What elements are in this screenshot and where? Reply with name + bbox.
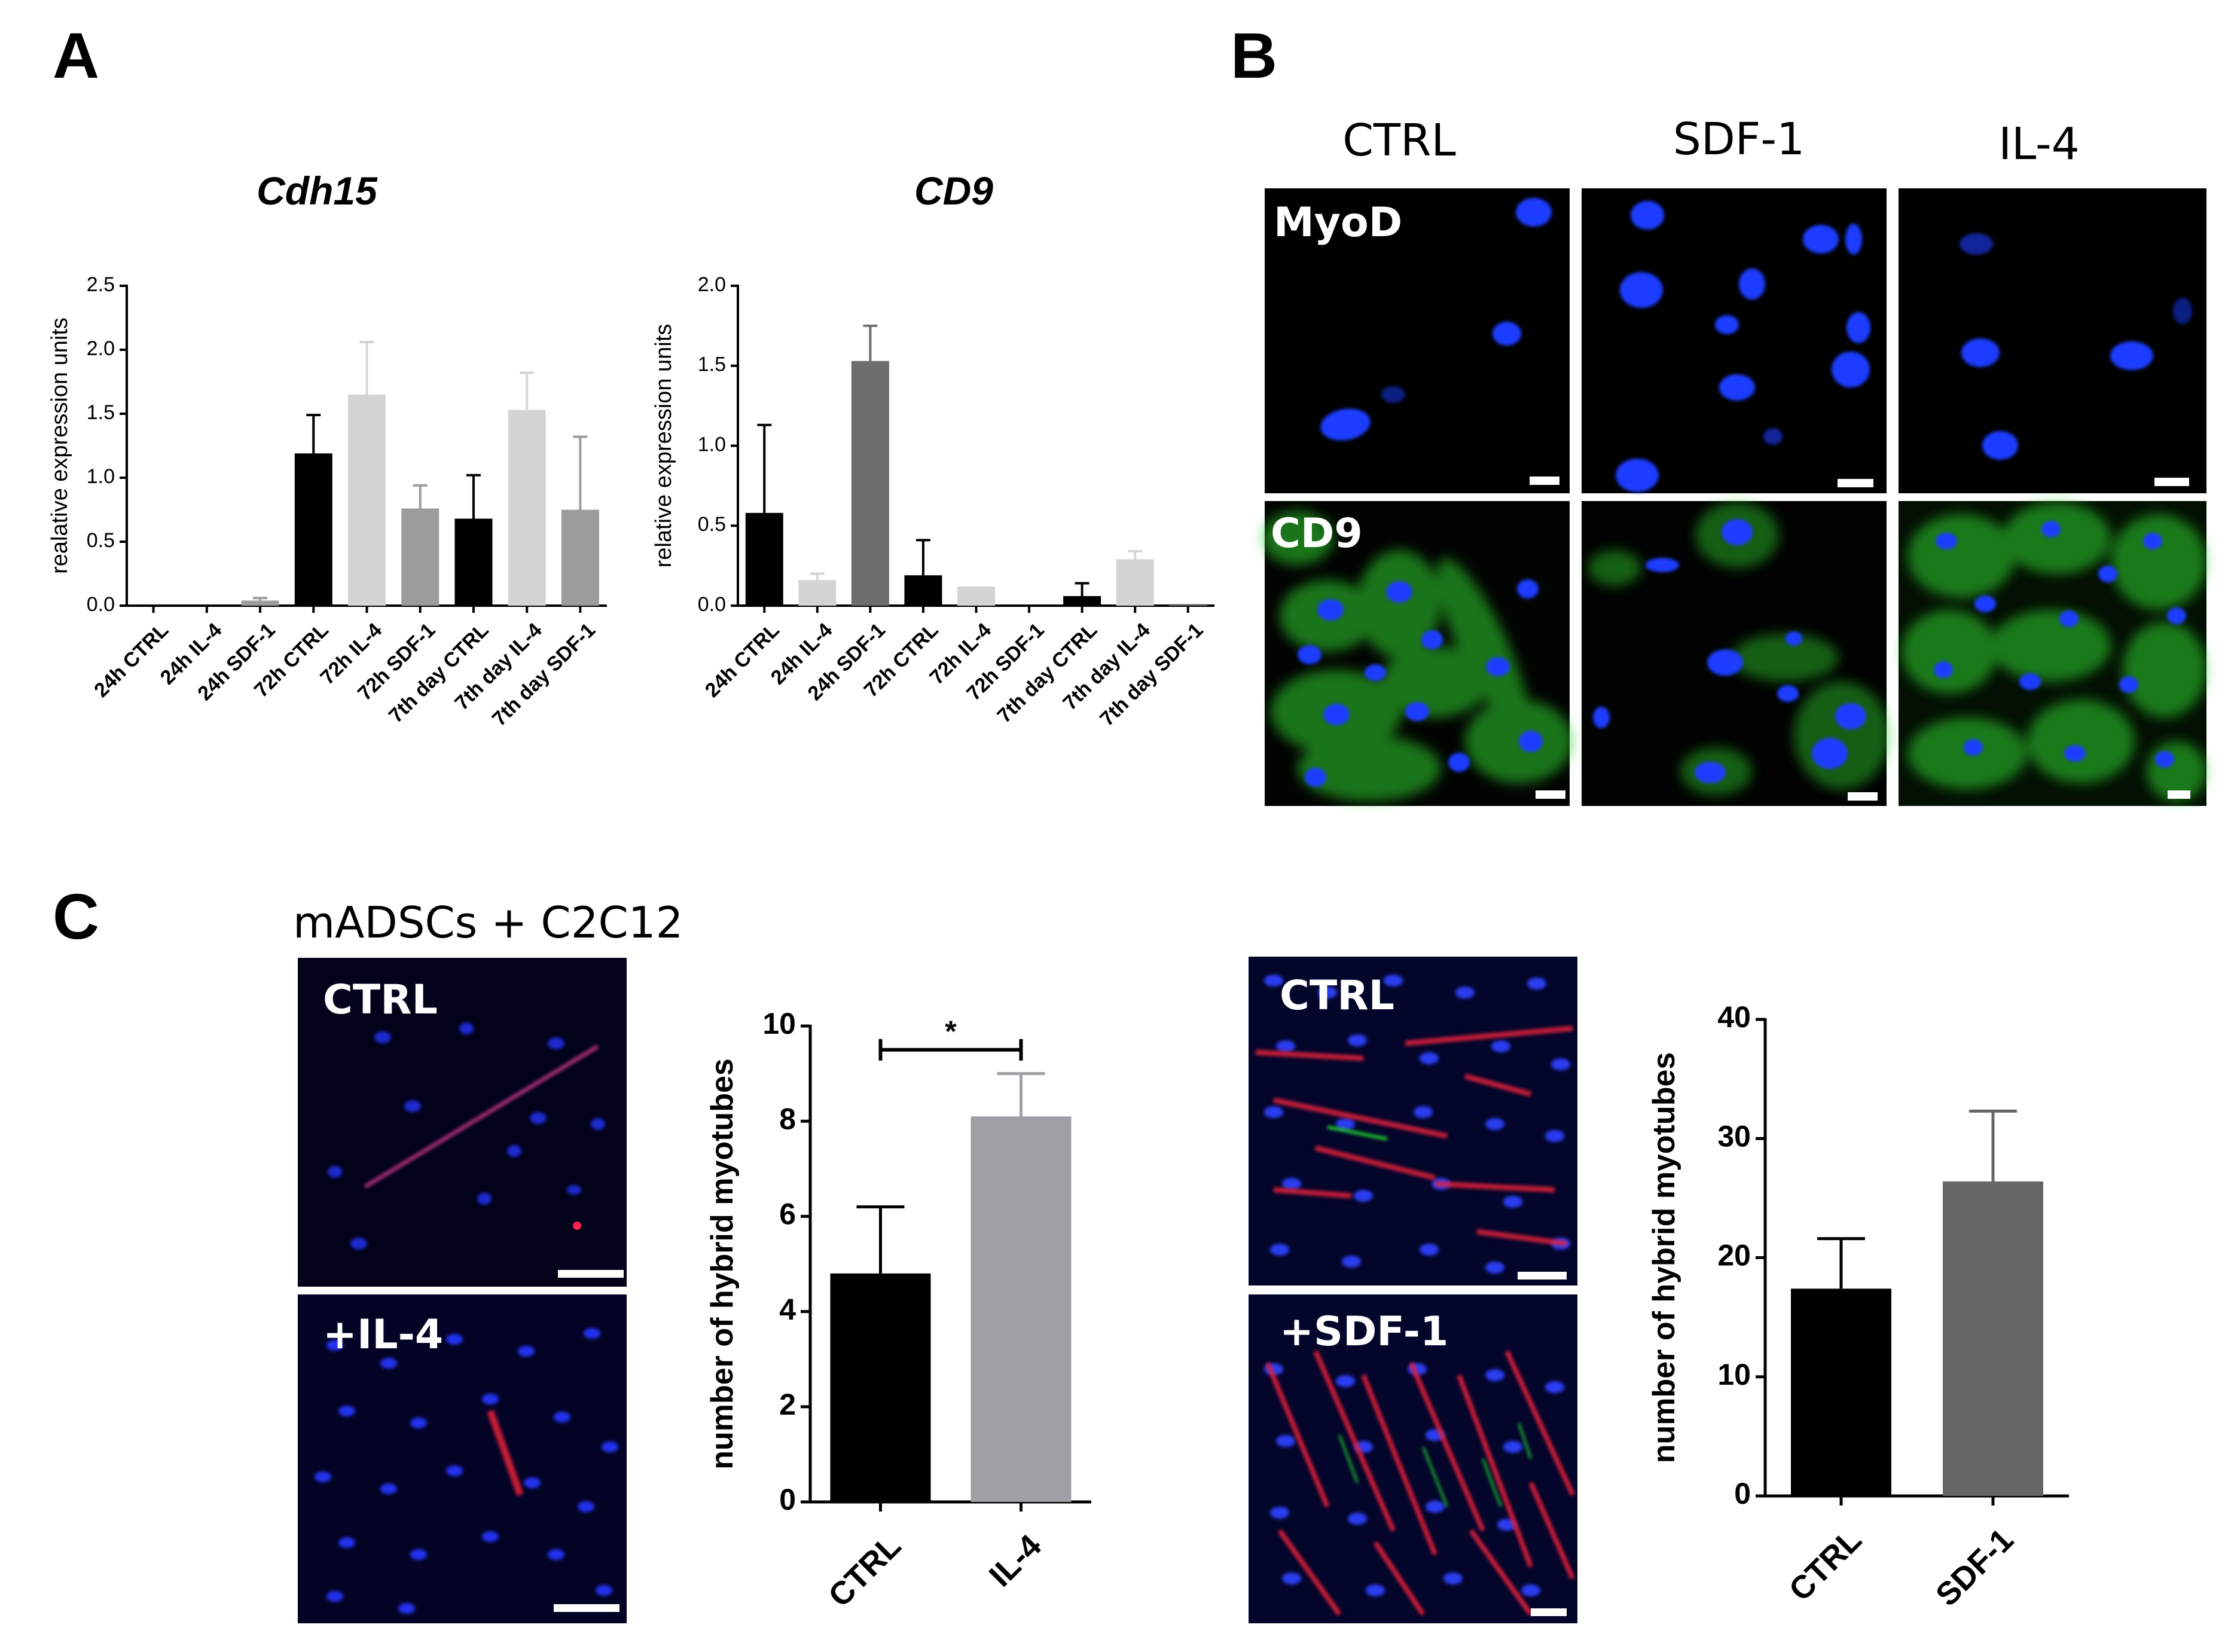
bar-7th-day-sdf-1 bbox=[561, 509, 599, 606]
y-tick-label: 20 bbox=[1717, 1239, 1751, 1272]
y-tick-label: 1.5 bbox=[698, 353, 726, 376]
row-label-myod: MyoD bbox=[1274, 199, 1402, 246]
cd9-chart: CD9 relative expression units 0.0 0.5 1.0 1.5… bbox=[651, 169, 1214, 731]
column-heading-il4: IL-4 bbox=[1998, 118, 2080, 170]
panel-label-c: C bbox=[53, 880, 99, 952]
y-tick-label: 0 bbox=[779, 1483, 796, 1516]
panel-label-a: A bbox=[53, 19, 99, 91]
x-category-label: SDF-1 bbox=[1929, 1522, 2021, 1613]
bar-24h-il-4 bbox=[798, 580, 837, 606]
micrograph-c-ctrl bbox=[298, 958, 627, 1287]
chart-title: Cdh15 bbox=[257, 169, 378, 213]
scale-bar bbox=[1838, 479, 1873, 487]
micrograph-myod-il4 bbox=[1899, 188, 2206, 493]
scale-bar bbox=[1536, 790, 1565, 799]
scale-bar bbox=[1531, 1608, 1567, 1616]
bar-7th-day-ctrl bbox=[454, 518, 493, 606]
bar-24h-ctrl bbox=[745, 512, 783, 606]
y-tick-label: 30 bbox=[1717, 1119, 1751, 1153]
y-tick-label: 2.0 bbox=[87, 337, 115, 360]
y-tick-label: 40 bbox=[1717, 1000, 1751, 1034]
y-tick-label: 4 bbox=[779, 1293, 796, 1326]
y-tick-label: 2.5 bbox=[87, 273, 115, 296]
hybrid-myotubes-sdf1-chart: number of hybrid myotubes 0 10 20 30 40 CTRL SD… bbox=[1647, 1000, 2069, 1613]
scale-bar bbox=[1518, 1272, 1567, 1280]
y-axis-label: relative expression units bbox=[651, 324, 676, 568]
scale-bar bbox=[1530, 477, 1559, 485]
micrograph-myod-ctrl bbox=[1265, 188, 1570, 493]
row-label-cd9: CD9 bbox=[1271, 510, 1363, 557]
y-tick-label: 0.5 bbox=[87, 529, 115, 552]
y-tick-label: 2.0 bbox=[698, 273, 726, 296]
micrograph-cd9-il4 bbox=[1899, 501, 2206, 806]
bar-ctrl bbox=[1791, 1288, 1891, 1496]
bar-7th-day-ctrl bbox=[1063, 596, 1101, 606]
y-tick-label: 1.5 bbox=[87, 401, 115, 424]
bar-72h-sdf-1 bbox=[401, 508, 440, 606]
bar-7th-day-il-4 bbox=[508, 410, 546, 606]
image-label-ctrl-left: CTRL bbox=[323, 976, 438, 1024]
y-tick-label: 10 bbox=[1717, 1358, 1751, 1391]
scale-bar bbox=[2168, 790, 2190, 799]
micrograph-cd9-ctrl bbox=[1262, 501, 1573, 806]
significance-star: * bbox=[945, 1015, 957, 1048]
x-category-label: CTRL bbox=[1782, 1522, 1868, 1608]
micrograph-c-ctrl-right bbox=[1249, 957, 1577, 1285]
y-tick-label: 1.0 bbox=[87, 465, 115, 488]
y-axis-label: number of hybrid myotubes bbox=[1647, 1052, 1681, 1464]
micrograph-myod-sdf1 bbox=[1582, 188, 1887, 493]
y-tick-label: 0.0 bbox=[87, 593, 115, 616]
bar-il-4 bbox=[970, 1116, 1072, 1502]
bar-72h-il-4 bbox=[957, 586, 995, 606]
bar-24h-sdf-1 bbox=[241, 600, 279, 606]
bar-7th-day-il-4 bbox=[1116, 559, 1154, 606]
bar-72h-ctrl bbox=[294, 453, 332, 606]
scale-bar bbox=[554, 1604, 619, 1612]
micrograph-c-il4 bbox=[298, 1294, 627, 1623]
panel-c-subtitle: mADSCs + C2C12 bbox=[293, 897, 683, 948]
y-tick-label: 8 bbox=[779, 1102, 796, 1135]
micrograph-c-sdf1 bbox=[1249, 1294, 1577, 1623]
bar-72h-il-4 bbox=[348, 394, 386, 606]
x-category-label: IL-4 bbox=[982, 1528, 1048, 1593]
panel-label-b: B bbox=[1231, 19, 1277, 91]
column-heading-sdf1: SDF-1 bbox=[1673, 114, 1805, 165]
y-tick-label: 0 bbox=[1734, 1477, 1751, 1510]
bar-sdf-1 bbox=[1943, 1181, 2043, 1496]
bar-24h-sdf-1 bbox=[851, 361, 889, 606]
bar-7th-day-sdf-1 bbox=[1169, 604, 1207, 606]
column-heading-ctrl: CTRL bbox=[1342, 115, 1456, 166]
scale-bar bbox=[1848, 792, 1878, 801]
chart-title: CD9 bbox=[914, 169, 993, 213]
y-tick-label: 2 bbox=[779, 1388, 796, 1421]
y-axis-label: realative expression units bbox=[47, 317, 72, 574]
image-label-sdf1: +SDF-1 bbox=[1280, 1308, 1448, 1355]
image-label-il4: +IL-4 bbox=[323, 1311, 443, 1358]
image-label-ctrl-right: CTRL bbox=[1280, 972, 1394, 1019]
cdh15-chart: Cdh15 realative expression units 0.0 0.5 1.0… bbox=[47, 169, 607, 731]
y-tick-label: 6 bbox=[779, 1198, 796, 1231]
y-tick-label: 0.5 bbox=[698, 513, 726, 536]
x-category-label: 24h CTRL bbox=[701, 619, 784, 702]
micrograph-cd9-sdf1 bbox=[1582, 501, 1890, 806]
hybrid-myotubes-il4-chart: number of hybrid myotubes 0 2 4 6 8 10 CTRL IL-4… bbox=[705, 1007, 1091, 1614]
scale-bar bbox=[2154, 478, 2189, 486]
y-tick-label: 1.0 bbox=[698, 433, 726, 456]
x-category-label: 24h CTRL bbox=[90, 619, 173, 702]
bar-72h-ctrl bbox=[904, 575, 942, 606]
y-axis-label: number of hybrid myotubes bbox=[705, 1058, 740, 1470]
y-tick-label: 10 bbox=[762, 1007, 796, 1040]
y-tick-label: 0.0 bbox=[698, 593, 726, 616]
scale-bar bbox=[558, 1270, 624, 1278]
x-category-label: CTRL bbox=[822, 1528, 908, 1614]
bar-ctrl bbox=[830, 1273, 931, 1502]
